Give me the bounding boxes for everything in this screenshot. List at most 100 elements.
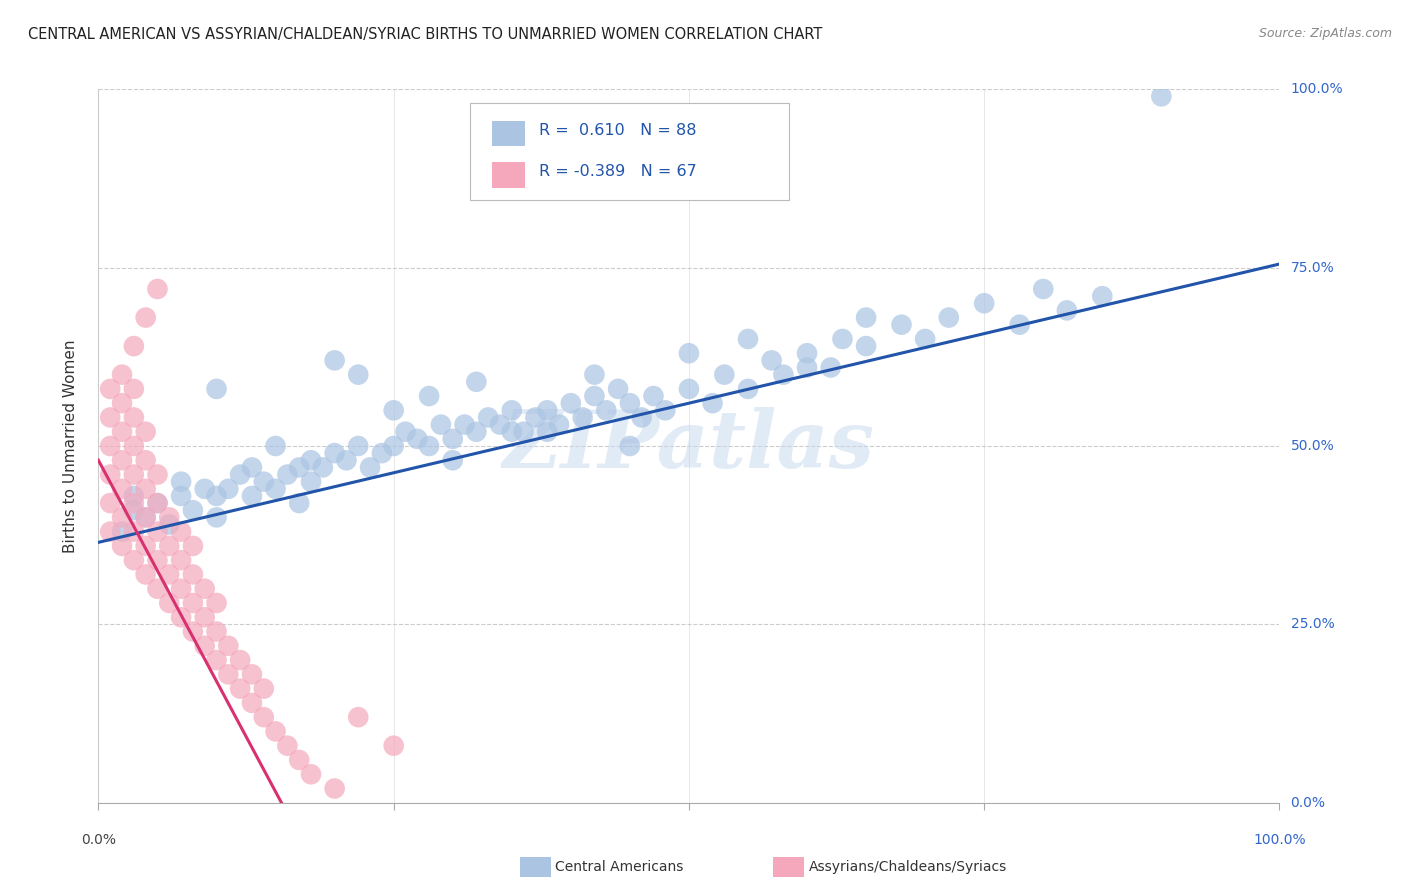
Point — [146, 582, 169, 596]
Point — [441, 453, 464, 467]
Point — [98, 467, 121, 482]
Point — [737, 332, 759, 346]
Point — [276, 739, 298, 753]
Point — [973, 296, 995, 310]
Point — [111, 425, 134, 439]
Point — [713, 368, 735, 382]
Point — [678, 382, 700, 396]
Point — [1056, 303, 1078, 318]
Point — [217, 639, 239, 653]
Point — [111, 396, 134, 410]
Point — [406, 432, 429, 446]
Point — [382, 739, 405, 753]
Point — [253, 710, 276, 724]
Point — [194, 582, 217, 596]
Point — [761, 353, 783, 368]
Text: 0.0%: 0.0% — [82, 833, 115, 847]
Point — [157, 510, 180, 524]
Point — [240, 696, 263, 710]
Point — [371, 446, 394, 460]
FancyBboxPatch shape — [471, 103, 789, 200]
Point — [299, 767, 322, 781]
Point — [536, 403, 558, 417]
Text: Assyrians/Chaldeans/Syriacs: Assyrians/Chaldeans/Syriacs — [808, 860, 1007, 874]
Bar — [492, 120, 524, 146]
Point — [253, 475, 276, 489]
Point — [135, 425, 157, 439]
Point — [1150, 89, 1173, 103]
Point — [194, 610, 217, 624]
Point — [288, 753, 311, 767]
Point — [170, 582, 193, 596]
Text: R = -0.389   N = 67: R = -0.389 N = 67 — [538, 164, 697, 179]
Point — [122, 467, 145, 482]
Point — [194, 639, 217, 653]
Point — [205, 489, 228, 503]
Point — [122, 339, 145, 353]
Point — [453, 417, 475, 432]
Point — [299, 453, 322, 467]
Point — [288, 460, 311, 475]
Point — [359, 460, 381, 475]
Point — [181, 503, 204, 517]
Point — [890, 318, 912, 332]
Point — [276, 467, 298, 482]
Point — [441, 432, 464, 446]
Point — [135, 539, 157, 553]
Point — [394, 425, 416, 439]
Point — [122, 553, 145, 567]
Point — [347, 439, 370, 453]
Point — [98, 410, 121, 425]
Point — [430, 417, 453, 432]
Point — [855, 310, 877, 325]
Point — [264, 724, 287, 739]
Point — [135, 567, 157, 582]
Text: 25.0%: 25.0% — [1291, 617, 1334, 632]
Point — [122, 524, 145, 539]
Point — [1032, 282, 1054, 296]
Point — [181, 596, 204, 610]
Point — [146, 282, 169, 296]
Point — [501, 403, 523, 417]
Point — [135, 310, 157, 325]
Point — [205, 653, 228, 667]
Point — [111, 524, 134, 539]
Text: CENTRAL AMERICAN VS ASSYRIAN/CHALDEAN/SYRIAC BIRTHS TO UNMARRIED WOMEN CORRELATI: CENTRAL AMERICAN VS ASSYRIAN/CHALDEAN/SY… — [28, 27, 823, 42]
Point — [619, 439, 641, 453]
Point — [170, 610, 193, 624]
Point — [135, 510, 157, 524]
Point — [323, 781, 346, 796]
Point — [678, 346, 700, 360]
Point — [796, 346, 818, 360]
Point — [205, 510, 228, 524]
Point — [595, 403, 617, 417]
Point — [111, 453, 134, 467]
Y-axis label: Births to Unmarried Women: Births to Unmarried Women — [63, 339, 77, 553]
Point — [229, 653, 252, 667]
Point — [288, 496, 311, 510]
Point — [157, 517, 180, 532]
Point — [253, 681, 276, 696]
Point — [170, 489, 193, 503]
Point — [135, 510, 157, 524]
Point — [240, 667, 263, 681]
Point — [560, 396, 582, 410]
Point — [619, 396, 641, 410]
Point — [181, 624, 204, 639]
Point — [146, 467, 169, 482]
Point — [205, 382, 228, 396]
Point — [264, 482, 287, 496]
Point — [157, 596, 180, 610]
Point — [194, 482, 217, 496]
Point — [98, 524, 121, 539]
Point — [654, 403, 676, 417]
Point — [98, 439, 121, 453]
Point — [146, 496, 169, 510]
Point — [240, 460, 263, 475]
Bar — [492, 162, 524, 187]
Point — [122, 496, 145, 510]
Point — [607, 382, 630, 396]
Point — [217, 667, 239, 681]
Point — [217, 482, 239, 496]
Point — [796, 360, 818, 375]
